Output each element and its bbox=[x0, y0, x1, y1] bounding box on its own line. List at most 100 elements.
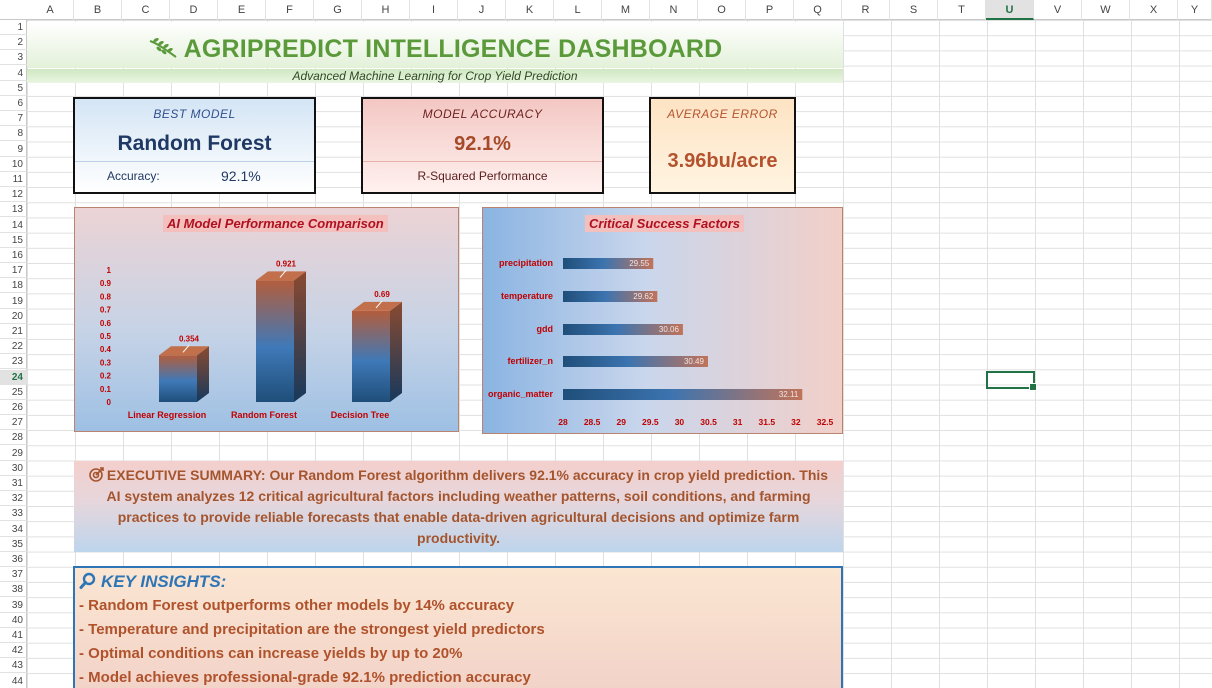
row-header-27[interactable]: 27 bbox=[0, 415, 27, 431]
row-header-41[interactable]: 41 bbox=[0, 628, 27, 643]
row-header-39[interactable]: 39 bbox=[0, 598, 27, 613]
row-header-30[interactable]: 30 bbox=[0, 461, 27, 476]
data-label: 0.921 bbox=[276, 259, 297, 268]
x-tick-label: 29 bbox=[616, 417, 626, 427]
row-header-19[interactable]: 19 bbox=[0, 294, 27, 309]
column-header-x[interactable]: X bbox=[1130, 0, 1178, 20]
x-tick-label: 30.5 bbox=[700, 417, 717, 427]
row-header-31[interactable]: 31 bbox=[0, 476, 27, 491]
row-header-7[interactable]: 7 bbox=[0, 111, 27, 127]
row-header-8[interactable]: 8 bbox=[0, 126, 27, 142]
x-tick-label: 30 bbox=[675, 417, 685, 427]
column-header-v[interactable]: V bbox=[1034, 0, 1082, 20]
column-header-f[interactable]: F bbox=[266, 0, 314, 20]
column-header-w[interactable]: W bbox=[1082, 0, 1130, 20]
data-label-leader bbox=[182, 344, 190, 353]
column-header-d[interactable]: D bbox=[170, 0, 218, 20]
row-header-24[interactable]: 24 bbox=[0, 369, 27, 385]
row-header-bar: 1 2 3 4 5 6 7 8 9 10 11 12 13 14 15 16 17 18 19 20 21 22 23 24 2… bbox=[0, 20, 27, 688]
executive-summary: EXECUTIVE SUMMARY: Our Random Forest alg… bbox=[74, 461, 843, 552]
row-header-34[interactable]: 34 bbox=[0, 522, 27, 537]
y-tick-label: 0.7 bbox=[100, 306, 112, 315]
row-header-21[interactable]: 21 bbox=[0, 324, 27, 339]
column-header-i[interactable]: I bbox=[410, 0, 458, 20]
column-header-t[interactable]: T bbox=[938, 0, 986, 20]
row-header-29[interactable]: 29 bbox=[0, 446, 27, 461]
row-header-38[interactable]: 38 bbox=[0, 582, 27, 598]
row-header-14[interactable]: 14 bbox=[0, 218, 27, 233]
data-label: 0.354 bbox=[179, 334, 200, 343]
column-header-c[interactable]: C bbox=[122, 0, 170, 20]
column-header-u[interactable]: U bbox=[986, 0, 1034, 20]
row-header-28[interactable]: 28 bbox=[0, 430, 27, 446]
dashboard-subtitle: Advanced Machine Learning for Crop Yield… bbox=[292, 69, 578, 83]
column-header-o[interactable]: O bbox=[698, 0, 746, 20]
row-header-1[interactable]: 1 bbox=[0, 20, 27, 35]
y-tick-label: 0.9 bbox=[100, 279, 112, 288]
selected-cell[interactable] bbox=[986, 371, 1037, 391]
column-header-r[interactable]: R bbox=[842, 0, 890, 20]
search-icon bbox=[79, 572, 96, 589]
average-error-value: 3.96bu/acre bbox=[667, 150, 778, 172]
column-header-l[interactable]: L bbox=[554, 0, 602, 20]
card-divider bbox=[363, 161, 602, 162]
row-header-5[interactable]: 5 bbox=[0, 81, 27, 96]
row-header-43[interactable]: 43 bbox=[0, 658, 27, 674]
column-header-m[interactable]: M bbox=[602, 0, 650, 20]
best-model-label: BEST MODEL bbox=[153, 107, 236, 121]
row-header-12[interactable]: 12 bbox=[0, 187, 27, 203]
row-header-13[interactable]: 13 bbox=[0, 202, 27, 218]
row-header-36[interactable]: 36 bbox=[0, 552, 27, 567]
key-insights-title: KEY INSIGHTS: bbox=[101, 572, 227, 591]
row-header-25[interactable]: 25 bbox=[0, 385, 27, 400]
column-header-h[interactable]: H bbox=[362, 0, 410, 20]
column-header-a[interactable]: A bbox=[27, 0, 74, 20]
model-performance-chart[interactable]: AI Model Performance Comparison 0 0.1 0.2 0… bbox=[74, 207, 459, 432]
row-header-15[interactable]: 15 bbox=[0, 233, 27, 248]
x-tick-label: 31.5 bbox=[759, 417, 776, 427]
row-header-33[interactable]: 33 bbox=[0, 506, 27, 522]
column-header-n[interactable]: N bbox=[650, 0, 698, 20]
row-header-37[interactable]: 37 bbox=[0, 567, 27, 583]
row-header-42[interactable]: 42 bbox=[0, 643, 27, 659]
row-header-11[interactable]: 11 bbox=[0, 172, 27, 187]
row-header-22[interactable]: 22 bbox=[0, 339, 27, 355]
data-label: 30.06 bbox=[659, 325, 680, 334]
row-header-40[interactable]: 40 bbox=[0, 613, 27, 628]
row-header-10[interactable]: 10 bbox=[0, 157, 27, 172]
data-label: 0.69 bbox=[374, 290, 390, 299]
model-accuracy-label: MODEL ACCURACY bbox=[422, 107, 543, 121]
row-header-4[interactable]: 4 bbox=[0, 66, 27, 81]
row-header-2[interactable]: 2 bbox=[0, 35, 27, 51]
column-header-g[interactable]: G bbox=[314, 0, 362, 20]
column-header-k[interactable]: K bbox=[506, 0, 554, 20]
executive-summary-text: EXECUTIVE SUMMARY: Our Random Forest alg… bbox=[106, 467, 829, 546]
row-header-23[interactable]: 23 bbox=[0, 354, 27, 370]
row-header-26[interactable]: 26 bbox=[0, 400, 27, 415]
leaf-icon bbox=[149, 37, 177, 58]
row-header-20[interactable]: 20 bbox=[0, 309, 27, 324]
y-tick-label: 0.6 bbox=[100, 319, 112, 328]
row-header-18[interactable]: 18 bbox=[0, 278, 27, 294]
bar bbox=[563, 324, 683, 335]
row-header-9[interactable]: 9 bbox=[0, 142, 27, 157]
row-header-16[interactable]: 16 bbox=[0, 248, 27, 263]
row-header-32[interactable]: 32 bbox=[0, 491, 27, 507]
y-tick-label: 0.3 bbox=[100, 358, 112, 367]
data-label: 29.55 bbox=[629, 259, 650, 268]
column-header-y[interactable]: Y bbox=[1178, 0, 1212, 20]
column-header-j[interactable]: J bbox=[458, 0, 506, 20]
column-header-p[interactable]: P bbox=[746, 0, 794, 20]
column-header-s[interactable]: S bbox=[890, 0, 938, 20]
success-factors-chart[interactable]: Critical Success Factors 28 28.5 29 29.5 30 3… bbox=[482, 207, 843, 434]
column-header-q[interactable]: Q bbox=[794, 0, 842, 20]
row-header-3[interactable]: 3 bbox=[0, 50, 27, 66]
row-header-17[interactable]: 17 bbox=[0, 263, 27, 279]
column-header-b[interactable]: B bbox=[74, 0, 122, 20]
row-header-35[interactable]: 35 bbox=[0, 537, 27, 552]
row-header-6[interactable]: 6 bbox=[0, 96, 27, 111]
column-header-e[interactable]: E bbox=[218, 0, 266, 20]
category-label: temperature bbox=[501, 291, 553, 301]
row-header-44[interactable]: 44 bbox=[0, 674, 27, 688]
insight-item: - Optimal conditions can increase yields… bbox=[79, 645, 463, 662]
